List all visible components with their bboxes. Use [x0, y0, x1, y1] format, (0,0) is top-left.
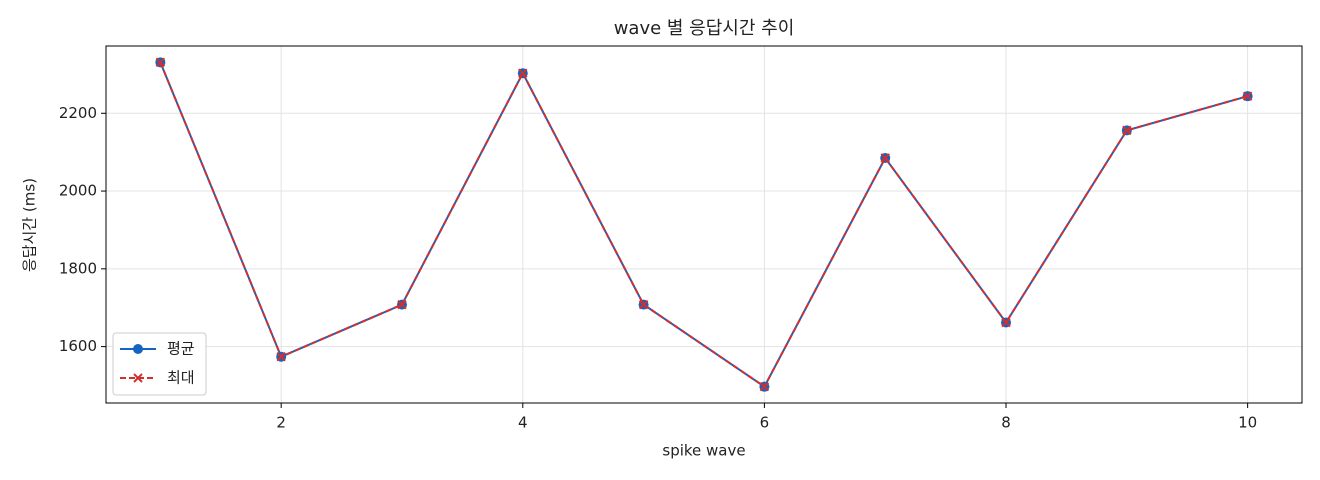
series-line	[159, 61, 1248, 389]
point	[1122, 125, 1132, 136]
legend-marker	[133, 344, 143, 354]
legend-marker	[133, 373, 143, 383]
y-axis-label: 응답시간 (ms)	[21, 178, 39, 272]
point	[1001, 317, 1011, 328]
chart-title: wave 별 응답시간 추이	[614, 18, 795, 39]
x-tick-label: 2	[276, 414, 286, 432]
plot	[155, 57, 1253, 392]
point	[397, 299, 407, 310]
x-tick-label: 4	[518, 414, 528, 432]
point	[518, 68, 528, 78]
x-tick-label: 6	[760, 414, 770, 432]
legend-label: 평균	[167, 340, 195, 358]
point	[155, 57, 166, 68]
point	[880, 153, 890, 163]
y-tick-label: 2200	[59, 104, 97, 122]
y-tick-label: 2000	[59, 182, 97, 200]
x-axis-label: spike wave	[662, 442, 745, 460]
x-tick-label: 10	[1238, 414, 1257, 432]
y-tick-label: 1600	[59, 337, 97, 355]
point	[276, 352, 286, 362]
legend-label: 최대	[167, 369, 195, 387]
grid	[106, 46, 1302, 403]
point	[638, 299, 649, 310]
plot-frame	[105, 45, 1303, 404]
y-tick-label: 1800	[59, 259, 97, 277]
point	[1242, 91, 1253, 101]
x-tick-label: 8	[1001, 414, 1011, 432]
point	[759, 381, 770, 392]
